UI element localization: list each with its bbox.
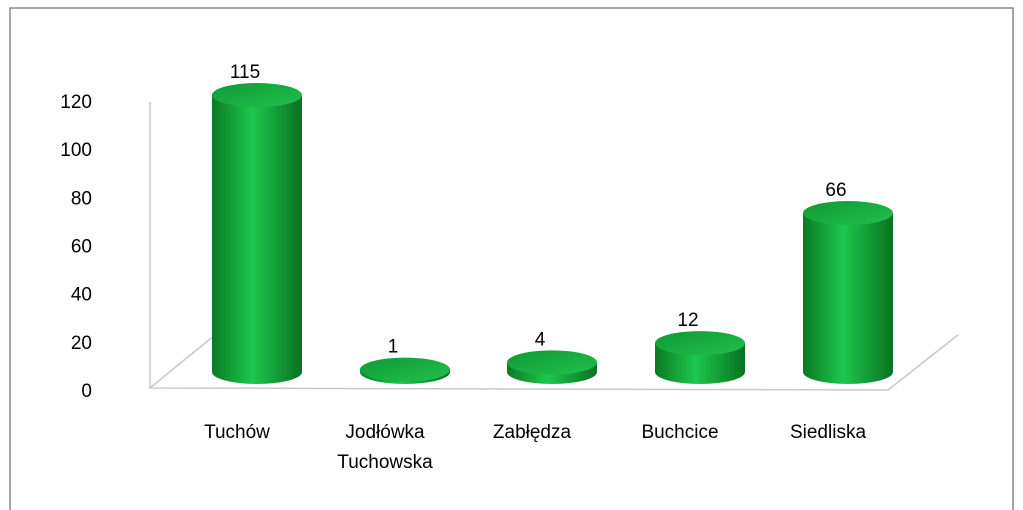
bar (212, 83, 302, 385)
cylinder-top (360, 357, 450, 382)
x-tick-label: Zabłędza (493, 422, 572, 443)
cylinder-top (507, 350, 597, 375)
x-tick-label: Tuchów (204, 422, 270, 443)
y-tick-label: 0 (81, 381, 92, 402)
value-label: 12 (677, 310, 698, 331)
value-label: 1 (388, 337, 399, 358)
bar (507, 350, 597, 384)
y-tick-label: 60 (71, 237, 92, 258)
bar (360, 357, 450, 384)
x-tick-label: Jodłówka Tuchowska (337, 422, 433, 473)
bar (803, 201, 893, 384)
cylinder-top (212, 83, 302, 108)
floor (149, 102, 959, 391)
bar (655, 331, 745, 384)
floor (149, 334, 216, 389)
y-tick-label: 120 (60, 92, 92, 113)
y-tick-label: 40 (71, 285, 92, 306)
value-label: 115 (230, 62, 260, 83)
cylinder-body (803, 213, 893, 384)
cylinder-top (803, 201, 893, 226)
x-tick-label: Siedliska (790, 422, 866, 443)
x-tick-label: Buchcice (641, 422, 718, 443)
value-label: 4 (535, 329, 546, 350)
cylinder-top (655, 331, 745, 356)
y-tick-label: 20 (71, 333, 92, 354)
chart-border (9, 7, 1014, 510)
value-label: 66 (825, 180, 846, 201)
cylinder-body (212, 95, 302, 385)
y-tick-label: 80 (71, 188, 92, 209)
y-tick-label: 100 (60, 140, 92, 161)
